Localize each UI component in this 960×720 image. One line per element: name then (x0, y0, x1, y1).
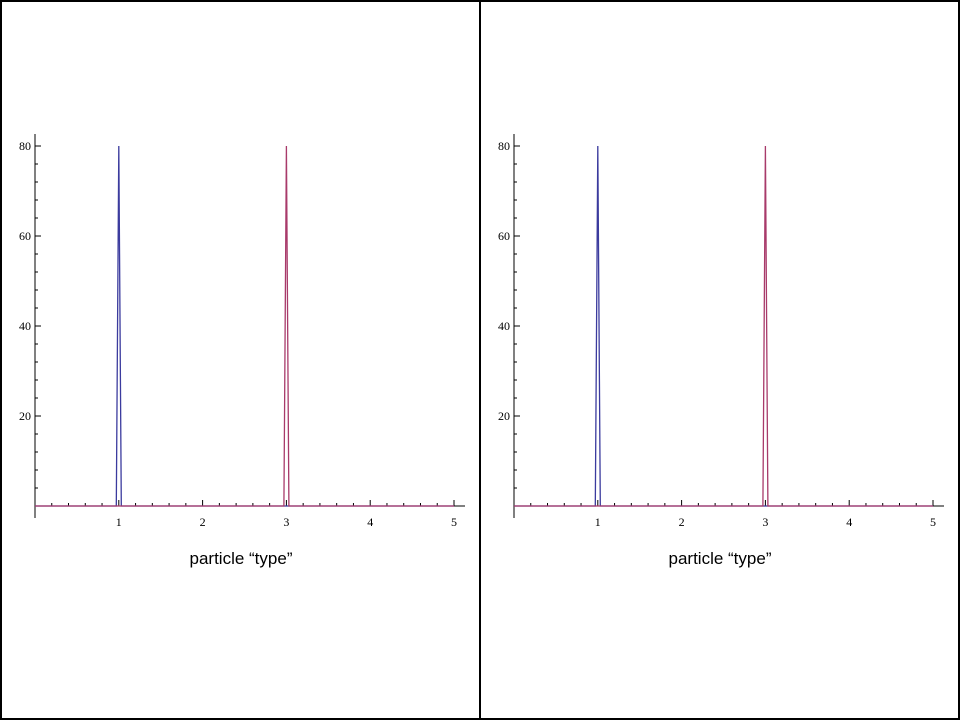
left-x-tick-label: 5 (451, 515, 457, 529)
left-chart-panel: 1 2 3 4 5 20 40 60 80 particle “type” (2, 0, 480, 720)
right-x-tick-label: 5 (930, 515, 936, 529)
left-x-tick-label: 1 (116, 515, 122, 529)
left-x-tick-label: 4 (367, 515, 373, 529)
left-x-tick-label: 3 (283, 515, 289, 529)
right-chart-panel: 1 2 3 4 5 20 40 60 80 particle “type” (481, 0, 959, 720)
left-series-1-line (35, 145, 454, 507)
left-chart: 1 2 3 4 5 20 40 60 80 (19, 134, 465, 529)
left-x-tick-label: 2 (200, 515, 206, 529)
right-x-axis-label: particle “type” (668, 549, 772, 568)
right-x-tick-label: 1 (595, 515, 601, 529)
left-series-2-line (35, 145, 454, 507)
right-y-tick-label: 40 (498, 319, 510, 333)
right-x-tick-label: 3 (762, 515, 768, 529)
right-x-tick-label: 2 (679, 515, 685, 529)
left-y-tick-label: 40 (19, 319, 31, 333)
right-y-tick-label: 80 (498, 139, 510, 153)
left-y-tick-label: 80 (19, 139, 31, 153)
left-y-tick-label: 20 (19, 409, 31, 423)
right-y-tick-label: 60 (498, 229, 510, 243)
right-chart: 1 2 3 4 5 20 40 60 80 (498, 134, 944, 529)
left-y-tick-label: 60 (19, 229, 31, 243)
right-y-tick-label: 20 (498, 409, 510, 423)
right-series-1-line (514, 145, 933, 507)
panel-divider (479, 0, 481, 720)
left-x-axis-label: particle “type” (189, 549, 293, 568)
right-x-tick-label: 4 (846, 515, 852, 529)
right-series-2-line (514, 145, 933, 507)
